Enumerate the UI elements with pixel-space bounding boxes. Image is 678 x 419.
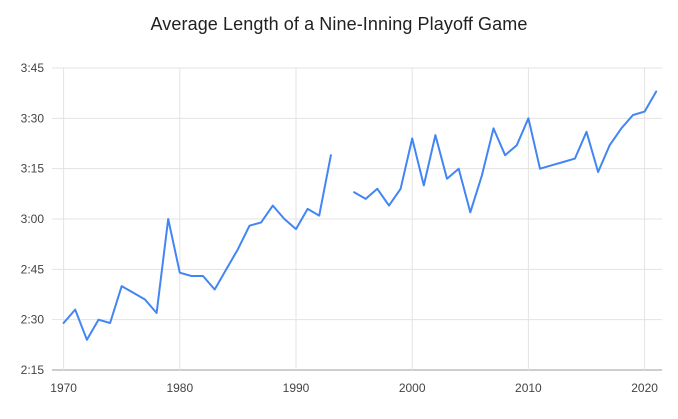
y-tick-label: 2:30	[21, 313, 45, 327]
y-tick-label: 3:15	[21, 162, 45, 176]
chart-title: Average Length of a Nine-Inning Playoff …	[150, 14, 528, 34]
y-tick-label: 3:30	[21, 111, 45, 125]
x-tick-label: 1980	[166, 381, 193, 395]
y-tick-label: 3:45	[21, 61, 45, 75]
x-tick-label: 1990	[283, 381, 310, 395]
y-tick-label: 2:15	[21, 363, 45, 377]
y-tick-label: 3:00	[21, 212, 45, 226]
data-line-average-game-length	[62, 90, 658, 341]
x-tick-label: 2020	[631, 381, 658, 395]
y-tick-label: 2:45	[21, 262, 45, 276]
x-tick-label: 2000	[399, 381, 426, 395]
x-tick-label: 2010	[515, 381, 542, 395]
x-tick-label: 1970	[50, 381, 77, 395]
